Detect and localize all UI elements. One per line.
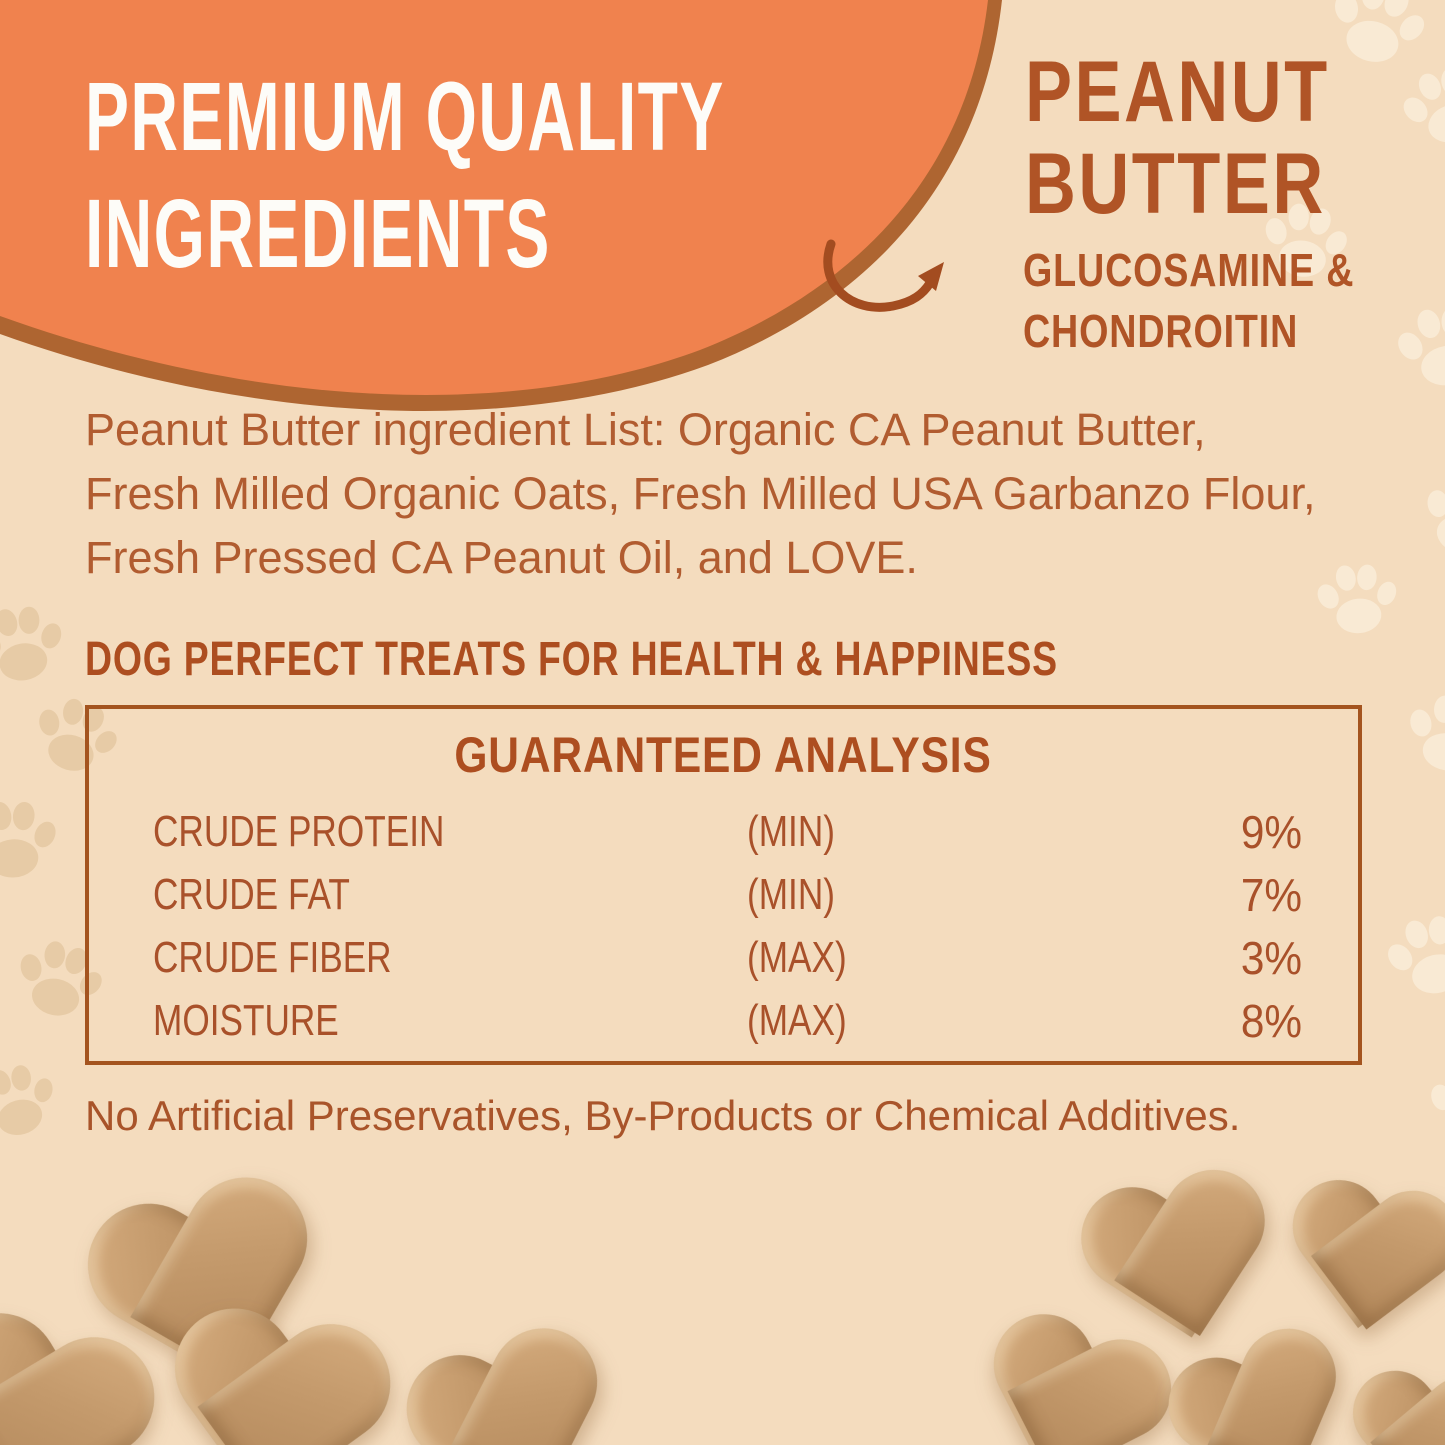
product-subtitle-line2: CHONDROITIN (1023, 305, 1299, 357)
ingredient-list-line: Fresh Milled Organic Oats, Fresh Milled … (85, 468, 1316, 519)
analysis-row-label: CRUDE PROTEIN (153, 807, 445, 856)
treat-heart-image (144, 1306, 403, 1445)
analysis-row: CRUDE PROTEIN (MIN) 9% (89, 805, 1358, 858)
analysis-row-label: CRUDE FIBER (153, 933, 392, 982)
analysis-row-qualifier: (MAX) (747, 996, 847, 1045)
analysis-row: MOISTURE (MAX) 8% (89, 994, 1358, 1047)
no-additives-note: No Artificial Preservatives, By-Products… (85, 1092, 1241, 1139)
product-title-line2: BUTTER (1025, 136, 1326, 232)
analysis-row: CRUDE FAT (MIN) 7% (89, 868, 1358, 921)
ingredient-list: Peanut Butter ingredient List: Organic C… (85, 398, 1315, 590)
banner-heading-line1: PREMIUM QUALITY (85, 62, 725, 171)
product-subtitle: GLUCOSAMINE & CHONDROITIN (1023, 240, 1427, 362)
banner-blob (0, 0, 1002, 411)
paw-print-icon (0, 796, 63, 881)
paw-print-icon (1398, 688, 1445, 779)
paw-print-icon (1310, 558, 1405, 638)
product-title-line1: PEANUT (1025, 44, 1330, 140)
treat-heart-image (390, 1318, 646, 1445)
guaranteed-analysis-table: CRUDE PROTEIN (MIN) 9% CRUDE FAT (MIN) 7… (89, 805, 1358, 1047)
paw-print-icon (1422, 1065, 1445, 1146)
analysis-row-value: 7% (1240, 869, 1302, 921)
banner-heading: PREMIUM QUALITY INGREDIENTS (85, 58, 1026, 292)
paw-print-icon (1376, 905, 1445, 1004)
ingredient-list-line: Fresh Pressed CA Peanut Oil, and LOVE. (85, 532, 918, 583)
ingredient-list-line: Peanut Butter ingredient List: Organic C… (85, 404, 1206, 455)
analysis-row-qualifier: (MIN) (747, 807, 835, 856)
analysis-row-value: 9% (1240, 806, 1302, 858)
guaranteed-analysis-box: GUARANTEED ANALYSIS CRUDE PROTEIN (MIN) … (85, 705, 1362, 1065)
curved-arrow-icon (823, 239, 944, 312)
analysis-row-label: MOISTURE (153, 996, 339, 1045)
analysis-row-label: CRUDE FAT (153, 870, 350, 919)
paw-print-icon (0, 1054, 67, 1146)
analysis-row-qualifier: (MIN) (747, 870, 835, 919)
product-subtitle-line1: GLUCOSAMINE & (1023, 244, 1355, 296)
paw-print-icon (0, 598, 73, 688)
tagline: DOG PERFECT TREATS FOR HEALTH & HAPPINES… (85, 633, 1058, 686)
analysis-row-value: 3% (1240, 932, 1302, 984)
guaranteed-analysis-title: GUARANTEED ANALYSIS (454, 727, 993, 783)
banner-heading-line2: INGREDIENTS (85, 179, 551, 288)
analysis-row-qualifier: (MAX) (747, 933, 847, 982)
analysis-row: CRUDE FIBER (MAX) 3% (89, 931, 1358, 984)
treat-heart-image (1339, 1371, 1445, 1445)
product-title: PEANUT BUTTER (1025, 46, 1397, 230)
analysis-row-value: 8% (1240, 995, 1302, 1047)
paw-print-icon (1412, 468, 1445, 565)
